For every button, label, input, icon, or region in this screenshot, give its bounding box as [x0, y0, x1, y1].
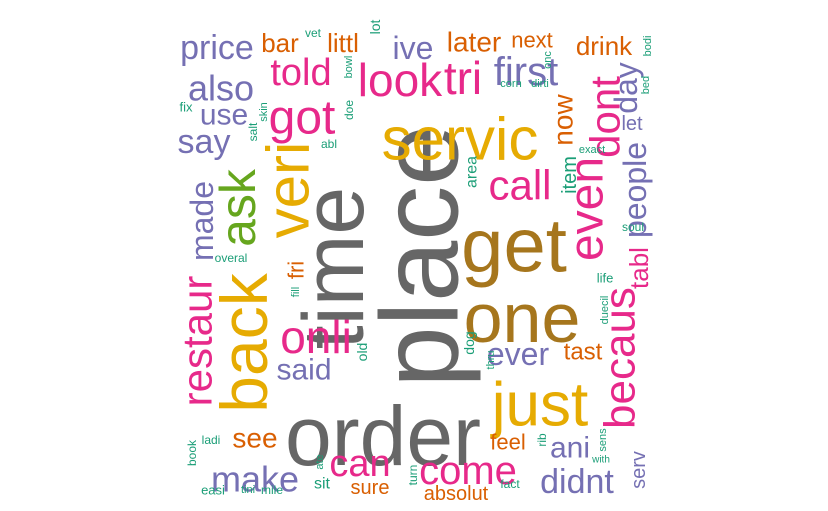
word-restaur: restaur	[174, 276, 221, 407]
word-old: old	[354, 343, 370, 362]
word-bowl: bowl	[343, 56, 355, 79]
word-onli: onli	[280, 311, 352, 363]
word-bodi: bodi	[642, 36, 654, 57]
word-veri: veri	[255, 142, 322, 239]
word-people: people	[617, 142, 653, 238]
word-told: told	[270, 52, 331, 94]
word-mile: mile	[261, 483, 283, 497]
word-onc: onc	[542, 51, 554, 69]
word-dirti: dirti	[531, 78, 549, 90]
word-life: life	[597, 271, 614, 286]
word-corn: corn	[500, 78, 521, 90]
word-area: area	[464, 156, 481, 188]
word-ate: ate	[314, 454, 326, 469]
word-with: with	[591, 455, 610, 466]
word-day: day	[608, 62, 644, 114]
word-order: order	[285, 389, 481, 483]
word-even: even	[561, 157, 614, 261]
word-book: book	[185, 439, 199, 466]
word-time: time	[286, 187, 382, 349]
word-let: let	[621, 113, 643, 135]
word-now: now	[548, 94, 579, 146]
word-becaus: becaus	[596, 287, 645, 429]
word-doe: doe	[342, 100, 356, 120]
word-abl: abl	[321, 137, 337, 151]
word-servic: servic	[382, 106, 539, 173]
word-sens: sens	[597, 428, 609, 452]
word-ever: ever	[487, 336, 550, 372]
word-next: next	[511, 28, 553, 53]
word-skin: skin	[258, 102, 270, 122]
word-later: later	[447, 27, 501, 58]
word-absolut: absolut	[424, 483, 489, 505]
word-turn: turn	[406, 465, 420, 486]
word-thru: thru	[485, 351, 497, 370]
word-tini: tini	[241, 484, 255, 496]
word-also: also	[188, 68, 254, 109]
word-salt: salt	[246, 122, 260, 141]
word-tast: tast	[564, 339, 603, 366]
word-said: said	[276, 354, 331, 387]
word-back: back	[207, 272, 281, 412]
word-tri: tri	[444, 52, 482, 104]
word-one: one	[464, 279, 581, 357]
word-fact: fact	[500, 477, 520, 491]
word-use: use	[200, 99, 248, 132]
word-serv: serv	[628, 451, 650, 489]
word-soul: soul	[622, 220, 644, 234]
word-just: just	[490, 371, 588, 440]
word-get: get	[461, 204, 567, 289]
word-drink: drink	[576, 31, 633, 61]
word-easi: easi	[201, 483, 225, 498]
word-got: got	[269, 92, 336, 145]
word-made: made	[184, 181, 220, 261]
word-make: make	[211, 459, 299, 500]
word-dont: dont	[582, 76, 629, 158]
word-look: look	[358, 54, 443, 106]
word-fix: fix	[180, 100, 194, 115]
word-littl: littl	[327, 28, 359, 58]
word-ive: ive	[393, 30, 434, 66]
word-place: place	[359, 125, 482, 388]
word-see: see	[232, 423, 277, 454]
word-price: price	[180, 29, 254, 67]
word-overal: overal	[215, 251, 248, 265]
word-first: first	[494, 50, 558, 94]
word-tabl: tabl	[624, 247, 654, 289]
word-dog: dog	[461, 331, 477, 354]
word-can: can	[329, 443, 390, 485]
word-feel: feel	[490, 430, 525, 455]
word-bed: bed	[640, 76, 652, 94]
word-say: say	[178, 123, 231, 161]
word-ask: ask	[210, 168, 266, 247]
word-fri: fri	[284, 261, 309, 279]
word-lot: lot	[367, 20, 383, 35]
word-call: call	[488, 162, 551, 209]
word-sit: sit	[314, 476, 331, 493]
word-come: come	[419, 449, 517, 493]
word-exact: exact	[579, 144, 605, 156]
word-bar: bar	[261, 28, 299, 58]
word-duecil: duecil	[599, 296, 611, 325]
word-ladi: ladi	[202, 433, 221, 447]
word-item: item	[559, 156, 581, 194]
word-fill: fill	[290, 287, 302, 297]
word-didnt: didnt	[540, 463, 614, 501]
word-rib: rib	[535, 433, 549, 447]
word-ani: ani	[550, 432, 590, 465]
word-vet: vet	[305, 26, 322, 40]
word-sure: sure	[351, 477, 390, 499]
